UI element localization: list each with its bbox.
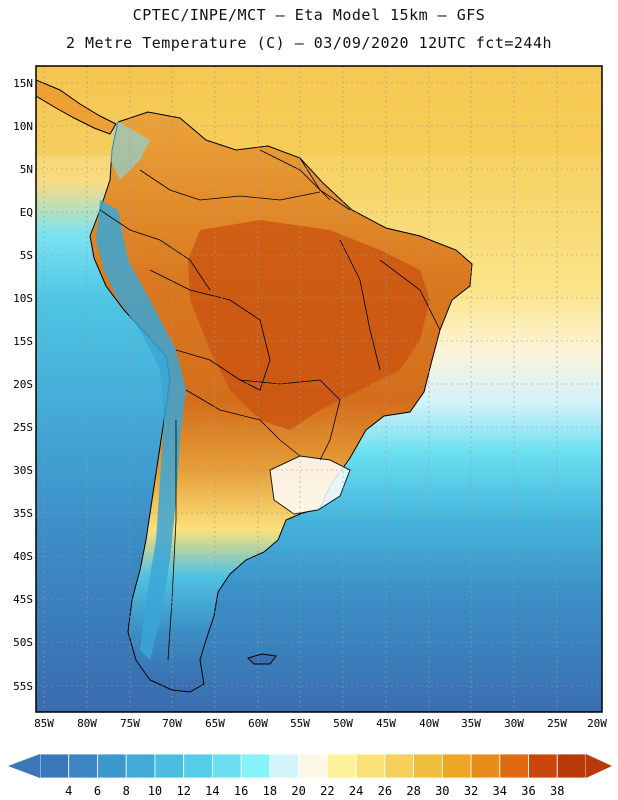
north-andes-cool xyxy=(110,120,150,180)
colorbar-value-label: 38 xyxy=(550,784,565,798)
lat-label: 55S xyxy=(13,680,33,693)
lon-label: 30W xyxy=(504,717,524,730)
lat-label: 35S xyxy=(13,507,33,520)
lat-label: 10S xyxy=(13,292,33,305)
lon-label: 20W xyxy=(587,717,607,730)
map-title-line-2: 2 Metre Temperature (C) – 03/09/2020 12U… xyxy=(65,34,553,52)
lat-label: 10N xyxy=(13,120,33,133)
colorbar-value-label: 10 xyxy=(147,784,163,798)
map-title-line-1: CPTEC/INPE/MCT – Eta Model 15km – GFS xyxy=(132,6,486,24)
colorbar-low-arrow xyxy=(8,754,40,778)
longitude-axis: 85W 80W 75W 70W 65W 60W 55W 50W 45W 40W … xyxy=(34,717,607,730)
country-borders xyxy=(99,149,441,661)
colorbar-swatch xyxy=(154,753,185,779)
lon-label: 60W xyxy=(248,717,268,730)
lon-label: 45W xyxy=(376,717,396,730)
colorbar-high-arrow xyxy=(586,754,612,778)
colorbar-value-label: 32 xyxy=(463,784,479,798)
colorbar-swatch xyxy=(183,753,213,779)
colorbar-swatch xyxy=(499,753,529,779)
lat-label: 45S xyxy=(13,593,33,606)
colorbar-value-label: 6 xyxy=(93,784,102,798)
colorbar-value-label: 8 xyxy=(122,784,130,798)
colorbar-value-label: 4 xyxy=(65,784,73,798)
colorbar-swatch xyxy=(269,753,300,779)
temperature-colorbar xyxy=(8,753,612,779)
lon-label: 85W xyxy=(34,717,54,730)
colorbar-value-label: 24 xyxy=(348,784,364,798)
colorbar-swatch xyxy=(125,753,156,779)
lon-label: 25W xyxy=(547,717,567,730)
lon-label: 50W xyxy=(333,717,353,730)
colorbar-value-label: 30 xyxy=(435,784,450,798)
hot-core-region xyxy=(188,220,430,430)
colorbar-value-label: 14 xyxy=(205,784,220,798)
colorbar-swatch xyxy=(326,753,357,779)
falkland-islands xyxy=(247,653,277,665)
colorbar-value-label: 20 xyxy=(291,784,306,798)
lat-label: 5S xyxy=(20,249,33,262)
colorbar-value-label: 34 xyxy=(492,784,507,798)
colorbar-swatch xyxy=(240,753,271,779)
colorbar-value-label: 16 xyxy=(233,784,249,798)
colorbar-swatch xyxy=(355,753,386,779)
colorbar-swatch xyxy=(528,753,558,779)
lon-label: 40W xyxy=(419,717,439,730)
map-area xyxy=(36,66,602,712)
lat-label: 20S xyxy=(13,378,33,391)
colorbar-value-label: 36 xyxy=(521,784,536,798)
rio-de-la-plata-cool-area xyxy=(269,455,351,515)
colorbar-swatch xyxy=(470,753,501,779)
colorbar-value-label: 28 xyxy=(406,784,421,798)
lon-label: 70W xyxy=(162,717,182,730)
lat-label: 15N xyxy=(13,77,33,90)
colorbar-swatch xyxy=(212,753,242,779)
colorbar-swatch xyxy=(384,753,414,779)
colorbar-swatch xyxy=(39,753,70,779)
lat-label: 25S xyxy=(13,421,33,434)
lat-lon-grid xyxy=(36,66,602,712)
colorbar-value-label: 18 xyxy=(262,784,278,798)
lon-label: 80W xyxy=(77,717,97,730)
colorbar-value-label: 12 xyxy=(176,784,191,798)
map-border xyxy=(35,65,603,713)
lat-label: EQ xyxy=(20,206,33,219)
colorbar-value-label: 22 xyxy=(320,784,335,798)
central-america-landmass xyxy=(36,79,117,135)
lon-label: 55W xyxy=(290,717,310,730)
andes-cold-strip xyxy=(96,200,186,660)
lat-label: 40S xyxy=(13,550,33,563)
lat-label: 15S xyxy=(13,335,33,348)
colorbar-swatch xyxy=(441,753,472,779)
colorbar-swatch xyxy=(413,753,443,779)
colorbar-swatch xyxy=(68,753,98,779)
lon-label: 65W xyxy=(205,717,225,730)
lat-label: 50S xyxy=(13,636,33,649)
lat-label: 30S xyxy=(13,464,33,477)
lon-label: 75W xyxy=(120,717,140,730)
lat-label: 5N xyxy=(20,163,33,176)
colorbar-value-label: 26 xyxy=(377,784,393,798)
colorbar-swatch xyxy=(298,753,328,779)
latitude-axis: 15N 10N 5N EQ 5S 10S 15S 20S 25S 30S 35S… xyxy=(13,77,33,693)
colorbar-swatch xyxy=(97,753,127,779)
colorbar-swatch xyxy=(556,753,587,779)
lon-label: 35W xyxy=(461,717,481,730)
